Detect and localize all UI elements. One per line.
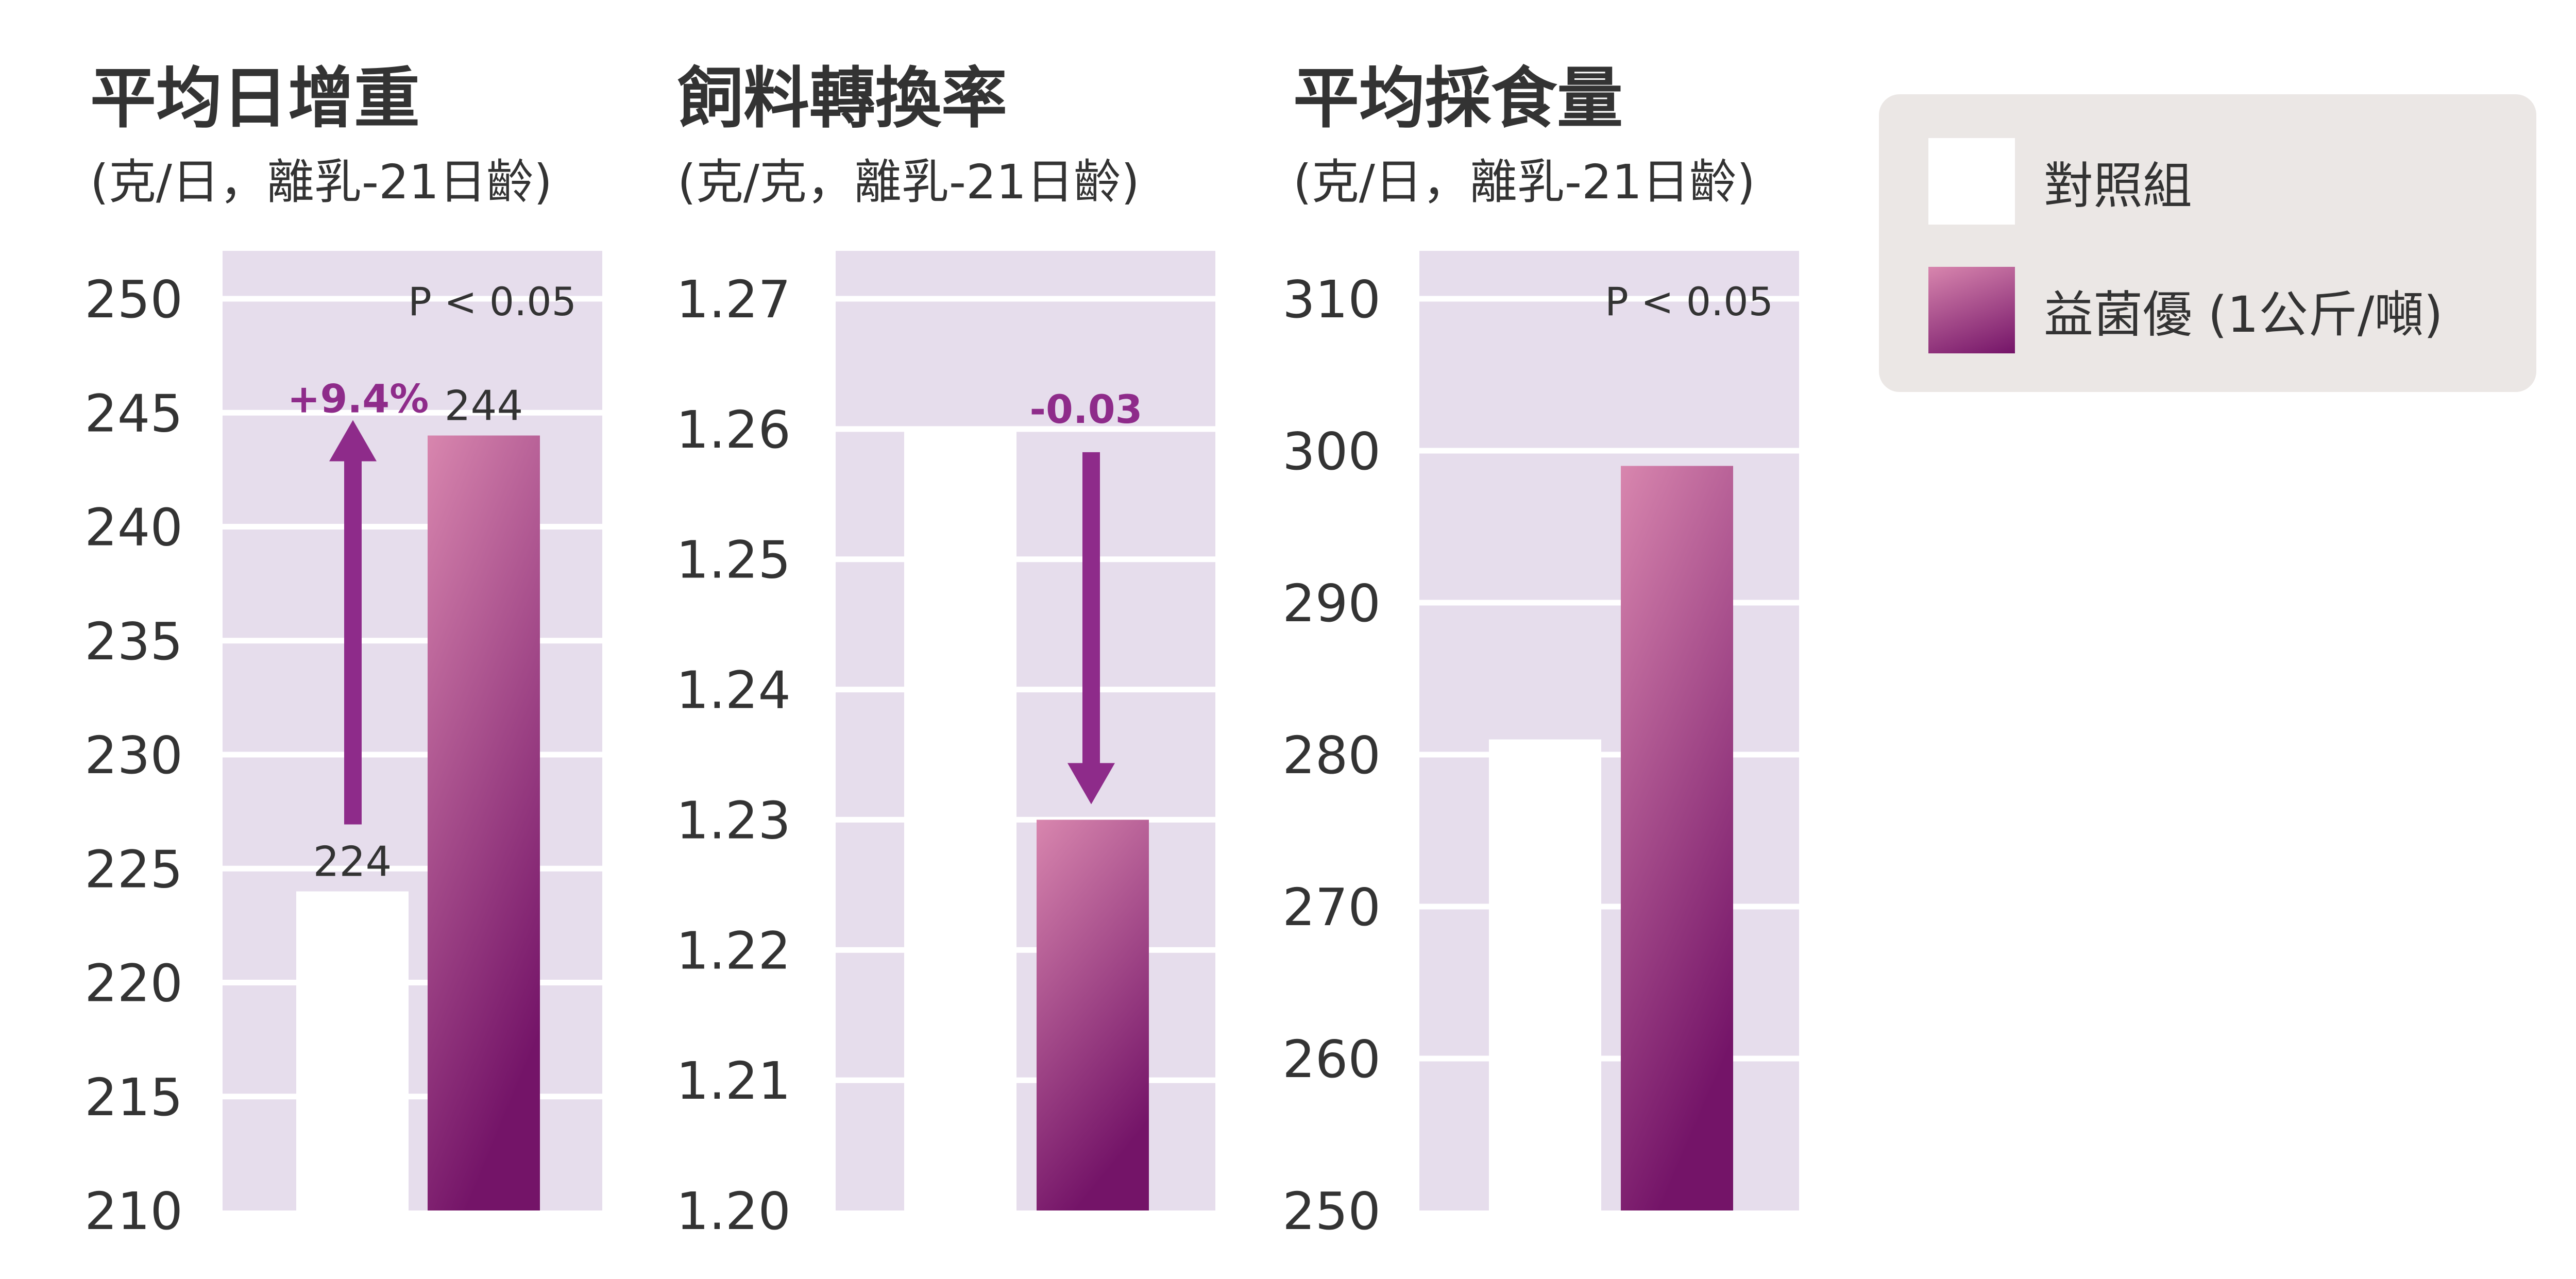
chart-subtitle: (克/日，離乳-21日齡) xyxy=(1293,155,1755,210)
bar-control xyxy=(904,429,1016,1210)
bar-treatment xyxy=(1621,466,1733,1210)
legend-label-control: 對照組 xyxy=(2044,157,2192,215)
y-tick-label: 270 xyxy=(1282,877,1381,937)
plot-background xyxy=(1419,251,1799,1210)
y-tick-label: 215 xyxy=(84,1067,183,1128)
change-label: +9.4% xyxy=(287,376,429,422)
y-tick-label: 280 xyxy=(1282,725,1381,786)
y-tick-label: 250 xyxy=(1282,1181,1381,1241)
y-tick-label: 1.22 xyxy=(676,920,791,981)
y-tick-label: 240 xyxy=(84,498,183,558)
chart-subtitle: (克/日，離乳-21日齡) xyxy=(90,155,552,210)
y-tick-label: 1.23 xyxy=(676,790,791,850)
chart-title: 飼料轉換率 xyxy=(677,60,1007,137)
y-tick-label: 1.21 xyxy=(676,1051,791,1111)
change-label: -0.03 xyxy=(1029,386,1142,432)
legend-item-control: 對照組 xyxy=(1928,138,2192,225)
y-tick-label: 1.24 xyxy=(676,660,791,721)
legend-swatch-treatment xyxy=(1928,267,2015,353)
y-tick-label: 260 xyxy=(1282,1029,1381,1089)
bar-treatment xyxy=(1037,820,1149,1210)
legend: 對照組 益菌優 (1公斤/噸) xyxy=(1879,94,2536,392)
y-tick-label: 245 xyxy=(84,383,183,444)
y-tick-label: 1.25 xyxy=(676,530,791,590)
y-tick-label: 1.20 xyxy=(676,1181,791,1241)
y-tick-label: 235 xyxy=(84,611,183,672)
chart-title: 平均日增重 xyxy=(90,60,420,137)
y-tick-label: 225 xyxy=(84,839,183,899)
y-tick-label: 210 xyxy=(84,1181,183,1241)
y-tick-label: 300 xyxy=(1282,421,1381,482)
legend-item-treatment: 益菌優 (1公斤/噸) xyxy=(1928,267,2443,353)
change-arrow-head xyxy=(1067,763,1115,805)
p-value-label: P < 0.05 xyxy=(1605,279,1773,325)
p-value-label: P < 0.05 xyxy=(408,279,577,325)
legend-swatch-control xyxy=(1928,138,2015,225)
bar-treatment xyxy=(428,435,540,1210)
y-tick-label: 290 xyxy=(1282,573,1381,634)
data-label: 224 xyxy=(313,838,392,886)
y-tick-label: 220 xyxy=(84,953,183,1014)
chart-title: 平均採食量 xyxy=(1293,60,1623,137)
y-tick-label: 1.26 xyxy=(676,400,791,460)
bar-control xyxy=(296,891,409,1210)
chart-subtitle: (克/克，離乳-21日齡) xyxy=(677,155,1140,210)
y-tick-label: 230 xyxy=(84,725,183,786)
y-tick-label: 1.27 xyxy=(676,269,791,330)
data-label: 244 xyxy=(445,382,523,430)
y-tick-label: 250 xyxy=(84,269,183,330)
legend-label-treatment: 益菌優 (1公斤/噸) xyxy=(2044,285,2443,344)
plot-background xyxy=(836,251,1215,1210)
change-arrow-head xyxy=(329,420,377,462)
bar-control xyxy=(1489,739,1601,1210)
y-tick-label: 310 xyxy=(1282,269,1381,330)
